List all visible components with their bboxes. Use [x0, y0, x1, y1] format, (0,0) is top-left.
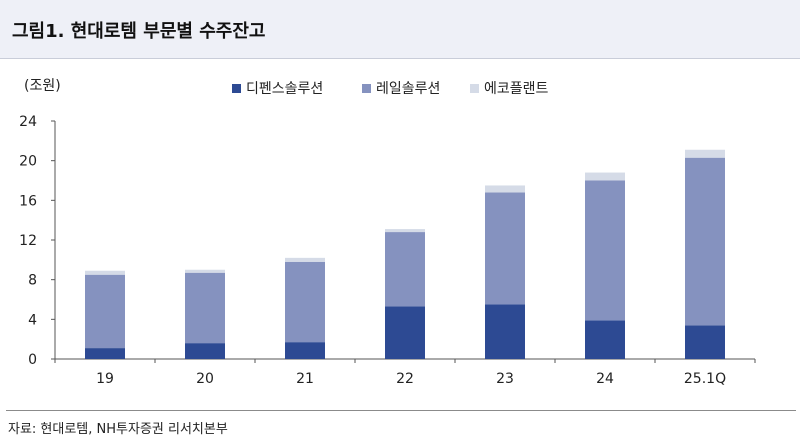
y-tick-label: 0	[28, 352, 37, 368]
source-note: 자료: 현대로템, NH투자증권 리서치본부	[8, 422, 228, 437]
bar-23-series-0	[485, 304, 525, 359]
x-tick-label: 23	[496, 371, 514, 387]
bar-20-series-1	[185, 272, 225, 344]
legend-label: 레일솔루션	[376, 81, 440, 97]
bar-21-series-1	[285, 261, 325, 343]
bar-22-series-2	[385, 229, 425, 233]
bar-21-series-0	[285, 342, 325, 359]
y-tick-label: 20	[19, 154, 37, 170]
y-tick-label: 24	[19, 114, 37, 130]
bar-23-series-2	[485, 185, 525, 193]
y-tick-label: 8	[28, 273, 37, 289]
source-divider	[6, 410, 796, 411]
bar-19-series-1	[85, 274, 125, 349]
bar-19-series-2	[85, 270, 125, 275]
title-bar: 그림1. 현대로템 부문별 수주잔고	[0, 0, 800, 59]
y-tick-label: 4	[28, 312, 37, 328]
bar-25.1Q-series-0	[685, 325, 725, 359]
bar-21-series-2	[285, 257, 325, 262]
y-tick-label: 12	[19, 233, 37, 249]
bar-22-series-1	[385, 232, 425, 307]
bar-20-series-0	[185, 343, 225, 359]
y-tick-label: 16	[19, 193, 37, 209]
bar-19-series-0	[85, 348, 125, 359]
chart-title: 그림1. 현대로템 부문별 수주잔고	[12, 21, 266, 42]
legend: 디펜스솔루션 레일솔루션 에코플랜트	[232, 81, 549, 97]
legend-swatch	[362, 84, 371, 93]
legend-label: 에코플랜트	[484, 81, 549, 97]
x-tick-label: 22	[396, 371, 414, 387]
bar-20-series-2	[185, 269, 225, 273]
x-tick-label: 24	[596, 371, 614, 387]
x-axis-labels: 19 20 21 22 23 24 25.1Q	[96, 371, 726, 387]
legend-swatch	[470, 84, 479, 93]
bar-22-series-0	[385, 306, 425, 359]
unit-label: (조원)	[24, 78, 61, 94]
legend-swatch	[232, 84, 241, 93]
bar-25.1Q-series-1	[685, 157, 725, 326]
bar-25.1Q-series-2	[685, 149, 725, 158]
bar-23-series-1	[485, 192, 525, 305]
bars	[85, 149, 725, 359]
stacked-bar-chart: (조원) 디펜스솔루션 레일솔루션 에코플랜트 0 4 8 12 16 20 24 19 20 21…	[19, 78, 756, 387]
bar-24-series-1	[585, 180, 625, 321]
legend-label: 디펜스솔루션	[246, 81, 323, 97]
x-tick-label: 19	[96, 371, 114, 387]
x-tick-label: 20	[196, 371, 214, 387]
x-tick-label: 25.1Q	[684, 371, 726, 387]
x-tick-label: 21	[296, 371, 314, 387]
bar-24-series-2	[585, 172, 625, 181]
bar-24-series-0	[585, 320, 625, 359]
